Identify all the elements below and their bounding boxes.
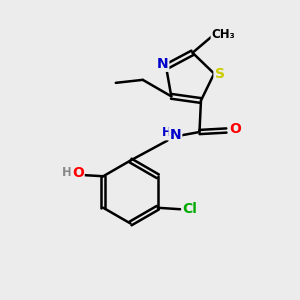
Text: S: S bbox=[214, 67, 224, 81]
Text: CH₃: CH₃ bbox=[212, 28, 235, 41]
Text: O: O bbox=[72, 166, 84, 180]
Text: H: H bbox=[161, 126, 171, 140]
Text: H: H bbox=[61, 166, 71, 179]
Text: N: N bbox=[157, 57, 168, 71]
Text: O: O bbox=[229, 122, 241, 136]
Text: N: N bbox=[170, 128, 181, 142]
Text: Cl: Cl bbox=[182, 202, 197, 216]
